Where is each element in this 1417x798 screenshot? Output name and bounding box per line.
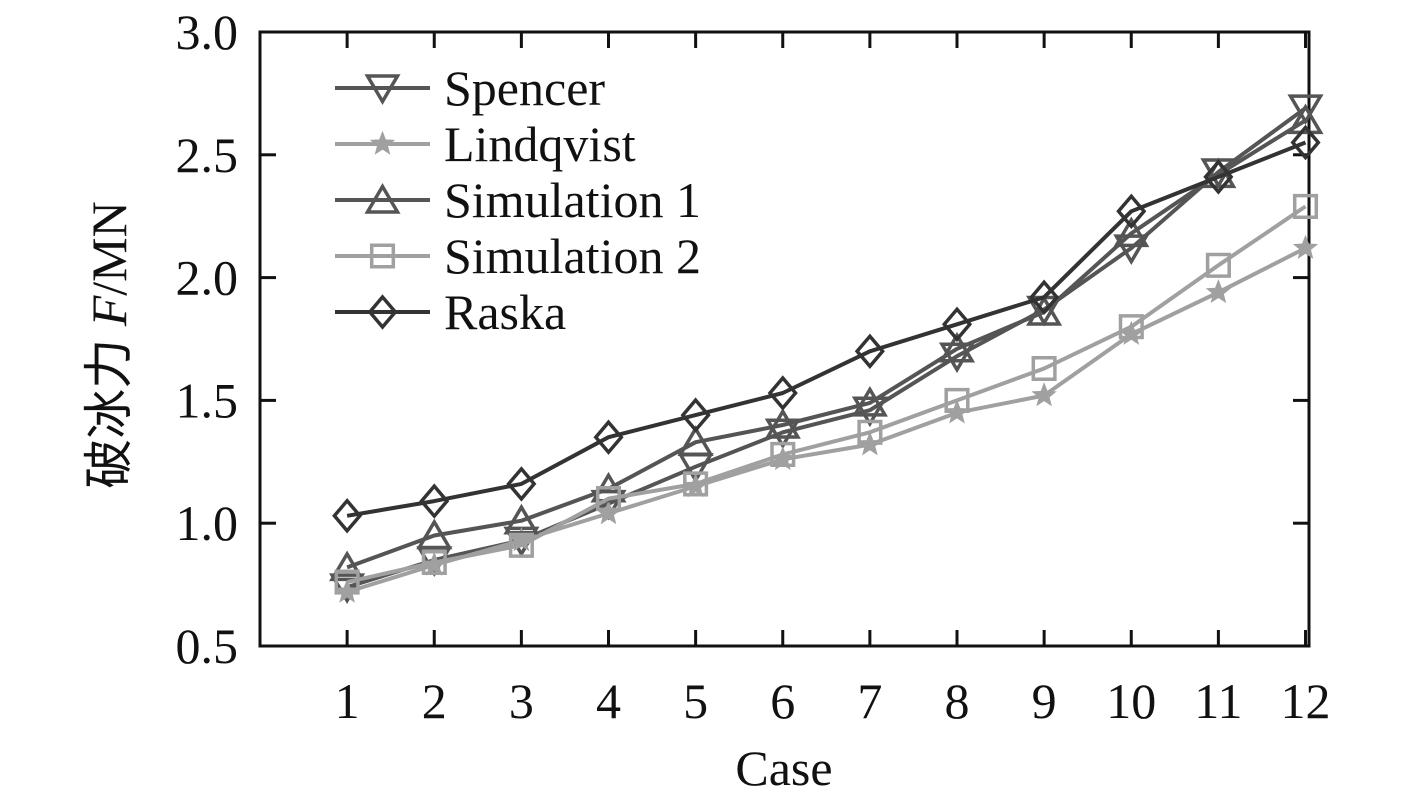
data-point (1205, 252, 1231, 278)
data-point (506, 466, 537, 502)
legend-label: Raska (444, 284, 566, 340)
data-point (1292, 234, 1319, 259)
data-point (770, 441, 796, 467)
data-point (334, 578, 360, 603)
data-point (764, 418, 801, 450)
data-point (944, 387, 970, 413)
y-tick-label: 2.5 (176, 127, 239, 183)
series-simulation-2 (334, 193, 1319, 595)
data-point (1292, 193, 1319, 219)
x-tick-label: 1 (335, 673, 360, 729)
x-tick-label: 7 (857, 673, 882, 729)
y-tick-label: 0.5 (176, 618, 239, 674)
data-point (416, 518, 453, 550)
data-point (329, 550, 366, 582)
data-point (595, 486, 622, 512)
y-axis-title-main: 破冰力 (81, 326, 137, 489)
y-axis-title: 破冰力 F/MN (81, 201, 137, 489)
series-line (346, 140, 1307, 518)
data-point (854, 333, 885, 370)
data-point (593, 419, 624, 455)
data-point (857, 419, 883, 445)
data-point (1113, 234, 1150, 266)
x-axis-title: Case (735, 740, 832, 796)
x-tick-label: 10 (1106, 673, 1156, 729)
data-point (1290, 124, 1321, 161)
legend-marker (369, 243, 396, 269)
x-tick-label: 2 (422, 673, 447, 729)
plot-border (258, 30, 1311, 648)
y-axis-title-symbol: F (81, 295, 137, 327)
legend-item: Simulation 1 (335, 172, 701, 228)
data-point (1203, 159, 1234, 195)
legend-marker (369, 130, 396, 155)
y-axis: 0.5 1.0 1.5 2.0 2.5 3.0 (176, 4, 1309, 674)
y-tick-label: 2.0 (176, 250, 239, 306)
legend-item: Spencer (335, 60, 605, 116)
data-point (942, 306, 973, 343)
data-point (334, 569, 360, 595)
x-tick-label: 6 (770, 673, 795, 729)
data-point (1287, 103, 1324, 135)
data-point (851, 396, 888, 428)
data-point (1113, 216, 1150, 248)
data-point (421, 549, 447, 576)
data-point (938, 331, 976, 363)
x-tick-label: 12 (1281, 673, 1331, 729)
legend-label: Simulation 1 (444, 172, 701, 228)
series-layer (329, 94, 1324, 605)
legend-label: Lindqvist (444, 116, 636, 172)
legend-label: Spencer (444, 60, 605, 116)
data-point (1031, 355, 1057, 382)
data-point (503, 503, 540, 535)
series-line (346, 204, 1307, 585)
legend-marker (364, 74, 401, 105)
y-tick-label: 3.0 (176, 4, 239, 60)
x-axis: 1 2 3 4 5 6 7 8 9 10 11 12 (335, 32, 1331, 729)
y-axis-title-unit: /MN (81, 201, 137, 295)
x-tick-label: 9 (1032, 673, 1057, 729)
data-point (677, 425, 714, 456)
series-line (346, 118, 1307, 570)
x-tick-label: 3 (509, 673, 534, 729)
series-line (346, 246, 1307, 594)
legend-marker (364, 183, 401, 214)
plot-frame (258, 30, 1311, 648)
data-point (419, 483, 450, 519)
data-point (1205, 278, 1232, 304)
data-point (767, 375, 798, 411)
x-tick-label: 5 (683, 673, 708, 729)
data-point (1026, 295, 1063, 326)
data-point (683, 471, 709, 497)
legend-marker (367, 294, 398, 330)
data-point (680, 397, 711, 433)
legend-item: Simulation 2 (335, 228, 701, 284)
data-point (508, 532, 534, 558)
x-tick-label: 8 (945, 673, 970, 729)
x-tick-label: 11 (1194, 673, 1242, 729)
data-point (1287, 94, 1324, 126)
x-tick-label: 4 (596, 673, 621, 729)
y-tick-label: 1.5 (176, 372, 239, 428)
data-point (332, 498, 363, 534)
data-point (764, 408, 801, 439)
legend-item: Lindqvist (335, 116, 636, 172)
data-point (851, 385, 888, 417)
data-point (938, 342, 976, 374)
y-tick-label: 1.0 (176, 495, 239, 551)
legend-label: Simulation 2 (444, 228, 701, 284)
legend-item: Raska (335, 284, 566, 340)
data-point (1116, 193, 1147, 230)
data-point (1029, 279, 1060, 315)
data-point (1118, 314, 1144, 340)
data-point (1031, 382, 1057, 407)
series-raska (332, 124, 1321, 534)
